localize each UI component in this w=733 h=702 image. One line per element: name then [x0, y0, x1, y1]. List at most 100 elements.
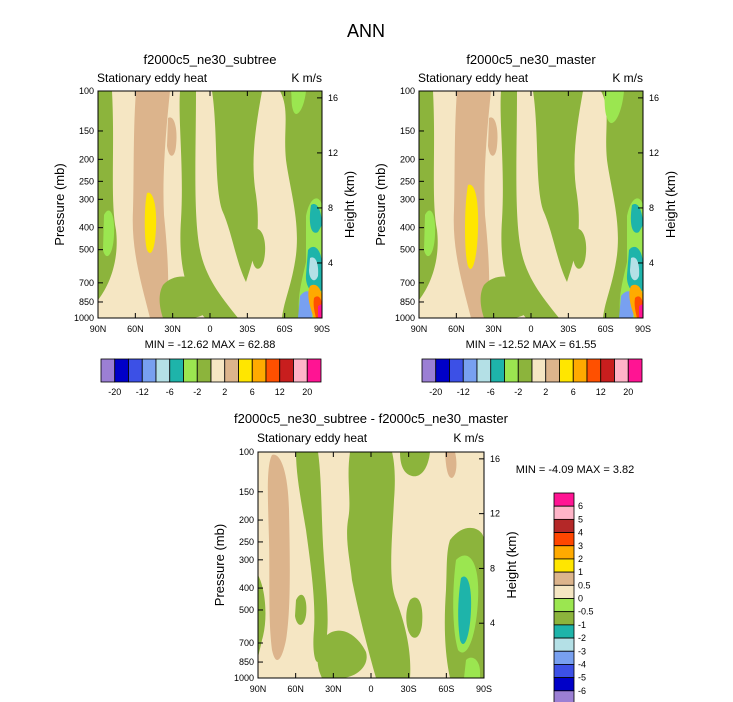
colorbar-label: -2: [578, 633, 586, 643]
y-tick-label: 100: [79, 86, 94, 96]
colorbar-label: -6: [487, 387, 495, 397]
y-axis-label: Pressure (mb): [373, 163, 388, 245]
colorbar-box: [553, 664, 575, 679]
colorbar-box: [545, 358, 560, 383]
colorbar-box: [553, 637, 575, 652]
y-tick-label: 150: [400, 126, 415, 136]
y-tick-label: 850: [400, 297, 415, 307]
y-tick-label: 500: [79, 245, 94, 255]
x-tick-label: 60N: [287, 684, 304, 694]
colorbar-box: [141, 358, 157, 383]
contour-band: [296, 452, 328, 662]
contour-band: [291, 91, 306, 114]
y-tick-label: 850: [239, 657, 254, 667]
y-tick-label: 200: [400, 154, 415, 164]
contour-band: [144, 192, 157, 254]
y-axis-label: Pressure (mb): [52, 163, 67, 245]
y-tick-label: 700: [400, 278, 415, 288]
colorbar-box: [128, 358, 143, 383]
y2-axis-label: Height (km): [504, 531, 519, 598]
colorbar-label: -1: [578, 620, 586, 630]
colorbar-label: 2: [222, 387, 227, 397]
x-tick-label: 60S: [598, 324, 614, 334]
x-tick-label: 0: [207, 324, 212, 334]
contour-band: [317, 630, 367, 678]
contour-band: [159, 276, 215, 318]
x-tick-label: 90N: [90, 324, 107, 334]
colorbar-box: [169, 358, 184, 383]
y-tick-label: 1000: [234, 673, 254, 683]
colorbar-label: 2: [578, 554, 583, 564]
height-tick-label: 4: [328, 258, 333, 268]
x-tick-label: 90S: [476, 684, 492, 694]
contour-field: [98, 91, 322, 318]
contour-band: [400, 452, 430, 477]
panel-units: K m/s: [612, 71, 643, 85]
colorbar-box: [490, 358, 505, 383]
y-tick-label: 700: [79, 278, 94, 288]
x-tick-label: 90S: [635, 324, 651, 334]
height-tick-label: 16: [328, 93, 338, 103]
colorbar-label: 20: [623, 387, 633, 397]
colorbar-box: [196, 358, 212, 383]
contour-band: [103, 210, 115, 257]
x-tick-label: 60N: [127, 324, 144, 334]
height-tick-label: 8: [649, 203, 654, 213]
y2-axis-label: Height (km): [663, 171, 678, 238]
y-tick-label: 100: [239, 447, 254, 457]
colorbar-label: 0: [578, 594, 583, 604]
colorbar-box: [462, 358, 478, 383]
panel-subtree: f2000c5_ne30_subtree Stationary eddy hea…: [52, 52, 357, 397]
y-tick-label: 150: [79, 126, 94, 136]
y-tick-label: 300: [79, 194, 94, 204]
contour-band: [480, 276, 536, 318]
y-tick-label: 400: [79, 223, 94, 233]
contour-band: [458, 576, 472, 645]
colorbar-box: [183, 358, 198, 383]
colorbar-label: 20: [302, 387, 312, 397]
x-tick-label: 90S: [314, 324, 330, 334]
x-tick-label: 30S: [560, 324, 576, 334]
panel-master: f2000c5_ne30_master Stationary eddy heat…: [373, 52, 678, 397]
height-tick-label: 8: [328, 203, 333, 213]
x-tick-label: 30N: [485, 324, 502, 334]
panel-left-label: Stationary eddy heat: [97, 71, 208, 85]
colorbar-box: [293, 358, 308, 383]
colorbar-box: [553, 624, 575, 639]
contour-band: [630, 257, 640, 281]
y-tick-label: 500: [400, 245, 415, 255]
colorbar-box: [553, 598, 575, 613]
y-tick-label: 700: [239, 638, 254, 648]
panel-difference: f2000c5_ne30_subtree - f2000c5_ne30_mast…: [212, 411, 634, 702]
colorbar-box: [504, 358, 519, 383]
y-tick-label: 300: [400, 194, 415, 204]
colorbar-label: -3: [578, 646, 586, 656]
colorbar-box: [306, 358, 322, 383]
colorbar-box: [586, 358, 602, 383]
colorbar-box: [627, 358, 643, 383]
y-tick-label: 300: [239, 555, 254, 565]
contour-band: [639, 304, 643, 318]
y-tick-label: 200: [79, 154, 94, 164]
colorbar-label: -4: [578, 659, 586, 669]
colorbar-box: [100, 358, 116, 383]
colorbar-box: [553, 518, 575, 533]
y-tick-label: 150: [239, 487, 254, 497]
colorbar-label: 5: [578, 514, 583, 524]
colorbar-box: [265, 358, 281, 383]
x-tick-label: 30S: [239, 324, 255, 334]
height-tick-label: 16: [490, 454, 500, 464]
colorbar-label: -6: [578, 686, 586, 696]
colorbar-label: 2: [543, 387, 548, 397]
colorbar-label: 1: [578, 567, 583, 577]
colorbar-box: [553, 584, 575, 599]
colorbar-label: 6: [578, 501, 583, 511]
colorbar-label: -0.5: [578, 607, 594, 617]
colorbar-label: -5: [578, 673, 586, 683]
panel-title: f2000c5_ne30_subtree - f2000c5_ne30_mast…: [234, 411, 509, 426]
y-tick-label: 1000: [74, 313, 94, 323]
contour-field: [258, 452, 484, 678]
colorbar-box: [114, 358, 129, 383]
contour-band: [252, 228, 266, 269]
y-tick-label: 500: [239, 605, 254, 615]
